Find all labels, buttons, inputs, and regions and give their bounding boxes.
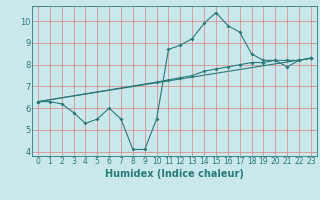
X-axis label: Humidex (Indice chaleur): Humidex (Indice chaleur) <box>105 169 244 179</box>
